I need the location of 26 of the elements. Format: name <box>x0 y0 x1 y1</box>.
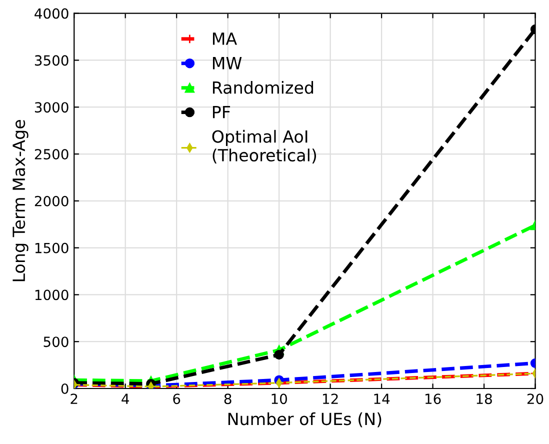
legend-label: MW <box>212 57 242 70</box>
y-tick-label: 1000 <box>35 290 68 300</box>
y-tick-label: 3500 <box>34 55 68 66</box>
x-tick-label: 20 <box>527 394 544 404</box>
x-tick-label: 2 <box>70 394 78 404</box>
y-tick-label: 4000 <box>34 8 68 19</box>
y-tick-label: 2000 <box>34 196 68 206</box>
x-tick-label: 18 <box>476 394 492 404</box>
x-tick-label: 16 <box>425 394 441 404</box>
y-tick-label: 1500 <box>35 242 68 254</box>
legend-label: Optimal AoI (Theoretical) <box>212 130 316 164</box>
y-tick-label: 500 <box>44 336 68 348</box>
y-axis-title: Long Term Max-Age <box>12 120 28 282</box>
x-tick-label: 8 <box>224 394 232 404</box>
legend-label: Randomized <box>212 81 314 94</box>
x-tick-label: 6 <box>173 394 180 404</box>
x-tick-label: 4 <box>122 394 129 404</box>
y-tick-label: 2500 <box>34 148 68 160</box>
y-tick-label: 3000 <box>34 102 68 113</box>
x-axis-title: Number of UEs (N) <box>228 412 382 428</box>
x-tick-label: 14 <box>374 394 390 404</box>
y-tick-label: 0 <box>61 383 68 394</box>
x-tick-label: 12 <box>323 394 338 404</box>
legend-label: PF <box>212 106 230 118</box>
legend-label: MA <box>212 32 237 45</box>
x-tick-label: 10 <box>272 394 287 404</box>
